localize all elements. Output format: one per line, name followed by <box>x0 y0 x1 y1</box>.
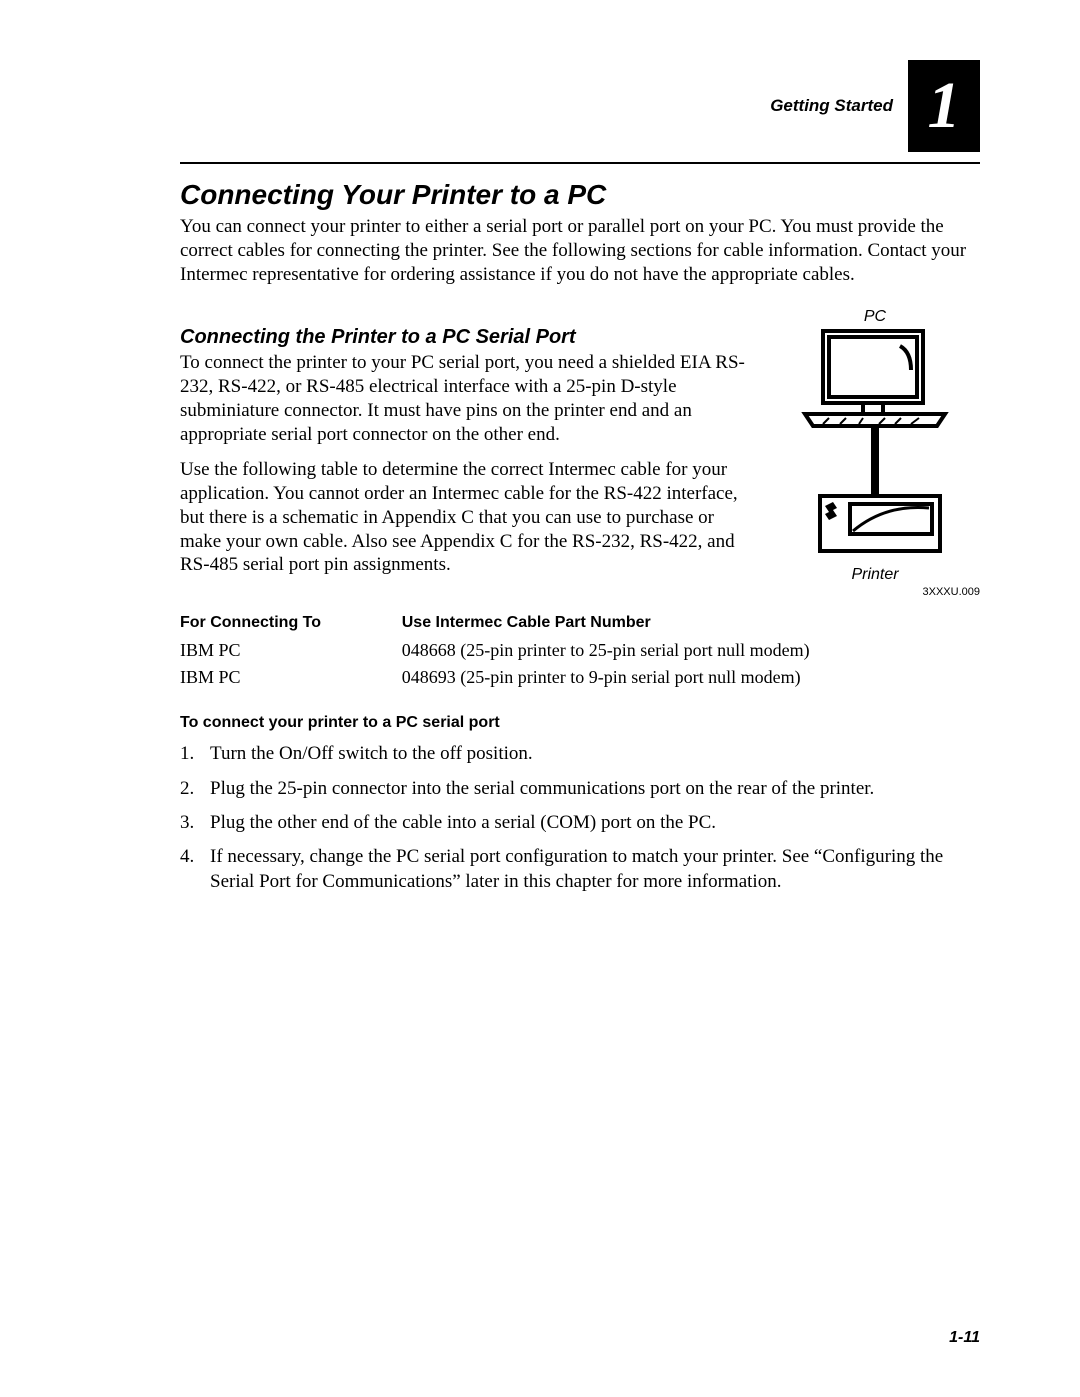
table-row: IBM PC 048693 (25-pin printer to 9-pin s… <box>180 665 980 692</box>
chapter-number: 1 <box>928 68 961 144</box>
diagram-top-label: PC <box>864 308 886 326</box>
intro-paragraph: You can connect your printer to either a… <box>180 215 980 286</box>
header-rule <box>180 162 980 164</box>
paragraph-1: To connect the printer to your PC serial… <box>180 351 750 446</box>
chapter-number-box: 1 <box>908 60 980 152</box>
connection-diagram: PC <box>770 298 980 598</box>
steps-list: Turn the On/Off switch to the off positi… <box>180 742 980 894</box>
section-label: Getting Started <box>770 96 893 116</box>
page-number: 1-11 <box>949 1329 980 1347</box>
cable-table: For Connecting To Use Intermec Cable Par… <box>180 610 980 692</box>
table-header: Use Intermec Cable Part Number <box>402 610 980 638</box>
instruction-heading: To connect your printer to a PC serial p… <box>180 714 980 732</box>
page-title: Connecting Your Printer to a PC <box>180 179 980 211</box>
list-item: Turn the On/Off switch to the off positi… <box>180 742 980 766</box>
diagram-code: 3XXXU.009 <box>923 586 980 598</box>
table-header: For Connecting To <box>180 610 402 638</box>
diagram-bottom-label: Printer <box>851 566 898 584</box>
list-item: Plug the 25-pin connector into the seria… <box>180 777 980 801</box>
list-item: If necessary, change the PC serial port … <box>180 845 980 894</box>
pc-printer-icon <box>785 326 965 566</box>
paragraph-2: Use the following table to determine the… <box>180 458 750 577</box>
table-row: IBM PC 048668 (25-pin printer to 25-pin … <box>180 638 980 665</box>
subheading: Connecting the Printer to a PC Serial Po… <box>180 326 750 349</box>
page-header: Getting Started 1 <box>180 60 980 152</box>
list-item: Plug the other end of the cable into a s… <box>180 811 980 835</box>
